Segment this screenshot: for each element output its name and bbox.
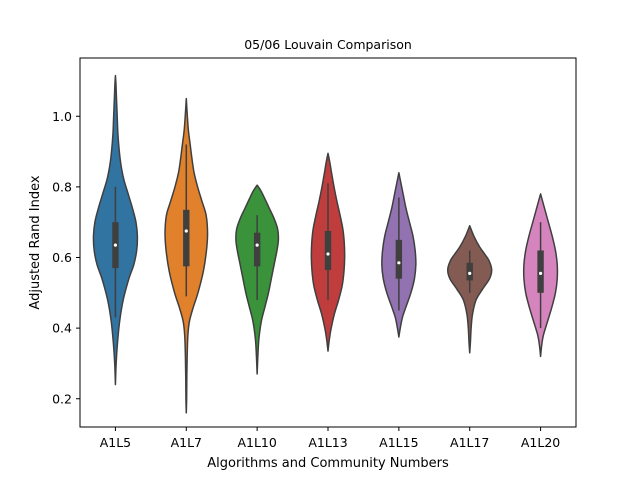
iqr-box: [324, 231, 332, 270]
chart-title: 05/06 Louvain Comparison: [244, 37, 412, 52]
x-tick-label: A1L20: [521, 435, 560, 450]
iqr-box: [466, 262, 473, 281]
y-tick-label: 0.6: [52, 250, 72, 265]
violin-A1L10: [235, 184, 280, 375]
violin-A1L13: [310, 152, 346, 352]
median-point: [468, 271, 472, 275]
median-point: [538, 271, 543, 275]
violin-A1L20: [522, 193, 559, 358]
x-tick-label: A1L5: [100, 435, 131, 450]
x-tick-label: A1L13: [308, 435, 347, 450]
y-axis-label: Adjusted Rand Index: [28, 175, 43, 309]
violin-A1L7: [164, 97, 209, 414]
median-point: [326, 252, 330, 256]
y-tick-label: 0.4: [52, 321, 72, 336]
y-tick-label: 1.0: [52, 109, 72, 124]
violin-A1L5: [92, 74, 139, 386]
iqr-box: [253, 232, 261, 267]
x-tick-label: A1L15: [379, 435, 418, 450]
x-tick-label: A1L10: [237, 435, 276, 450]
median-point: [255, 243, 259, 247]
plot-frame: [79, 57, 577, 428]
iqr-box: [537, 250, 544, 293]
x-tick-label: A1L17: [450, 435, 489, 450]
iqr-box: [183, 209, 190, 267]
median-point: [397, 261, 401, 265]
violins-layer: [92, 74, 559, 414]
violin-A1L15: [381, 172, 417, 338]
y-axis: 0.2 0.4 0.6 0.8 1.0: [52, 109, 80, 406]
y-tick-label: 0.8: [52, 179, 72, 194]
y-tick-label: 0.2: [52, 391, 72, 406]
iqr-box: [395, 239, 403, 279]
x-tick-label: A1L7: [171, 435, 202, 450]
median-point: [184, 229, 188, 233]
x-axis: A1L5 A1L7 A1L10 A1L13 A1L15 A1L17 A1L20: [100, 427, 560, 450]
violin-A1L17: [446, 224, 493, 354]
median-point: [113, 243, 118, 247]
x-axis-label: Algorithms and Community Numbers: [207, 456, 449, 471]
